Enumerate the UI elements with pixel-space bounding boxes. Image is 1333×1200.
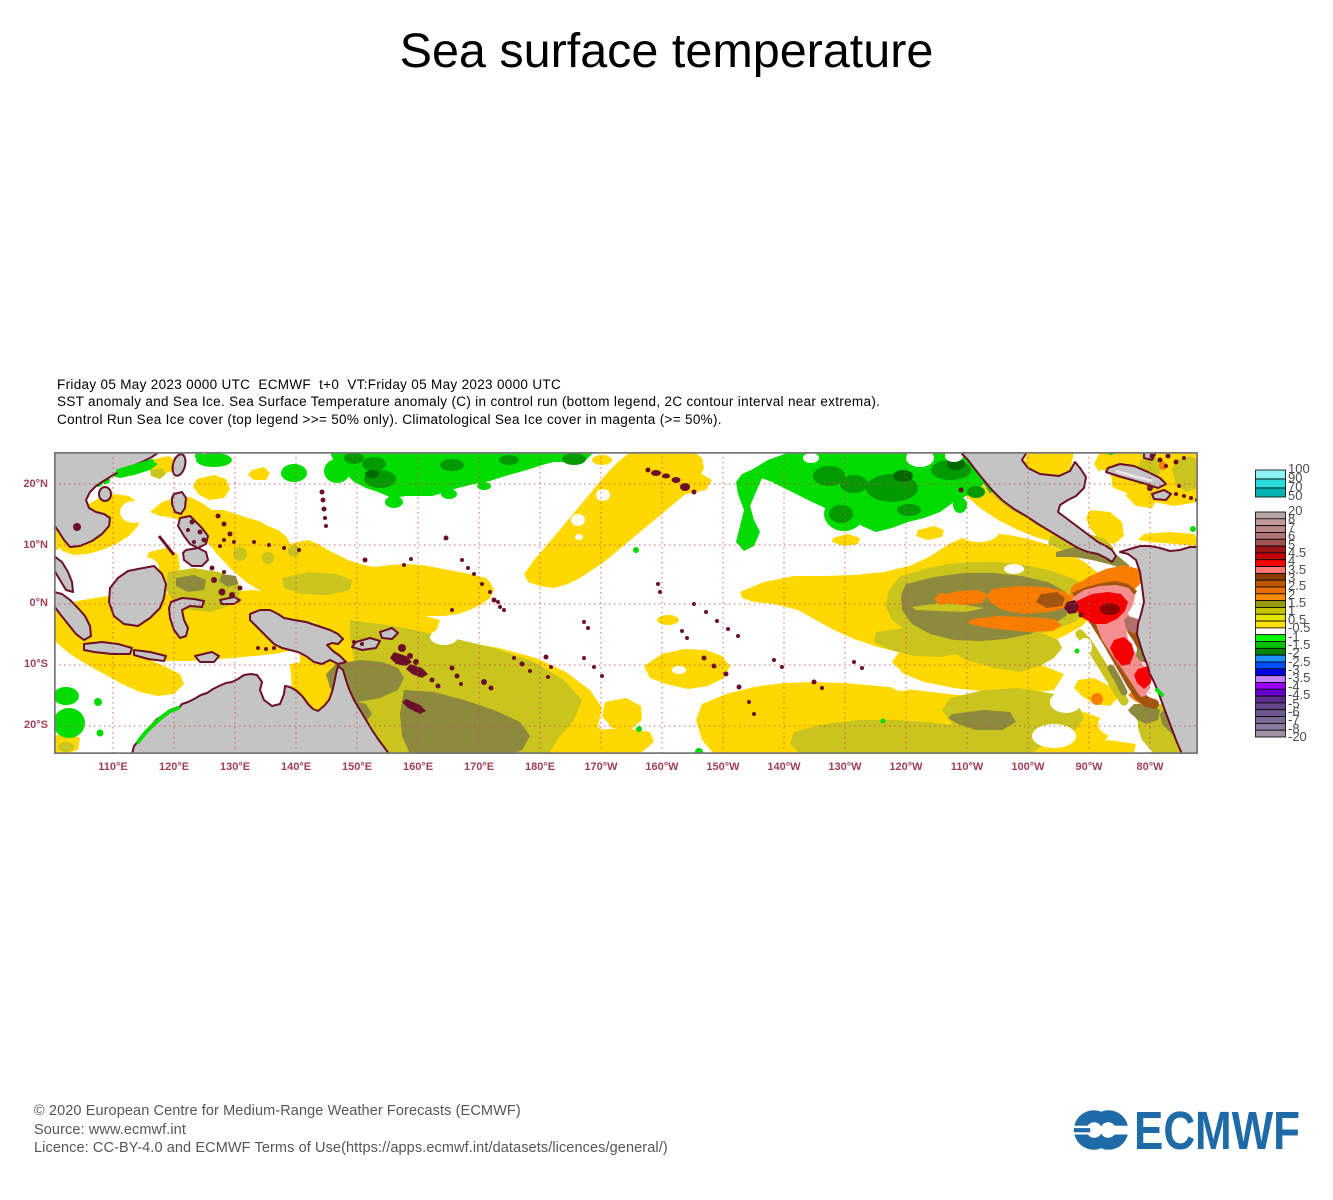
svg-text:ECMWF: ECMWF (1134, 1106, 1300, 1154)
